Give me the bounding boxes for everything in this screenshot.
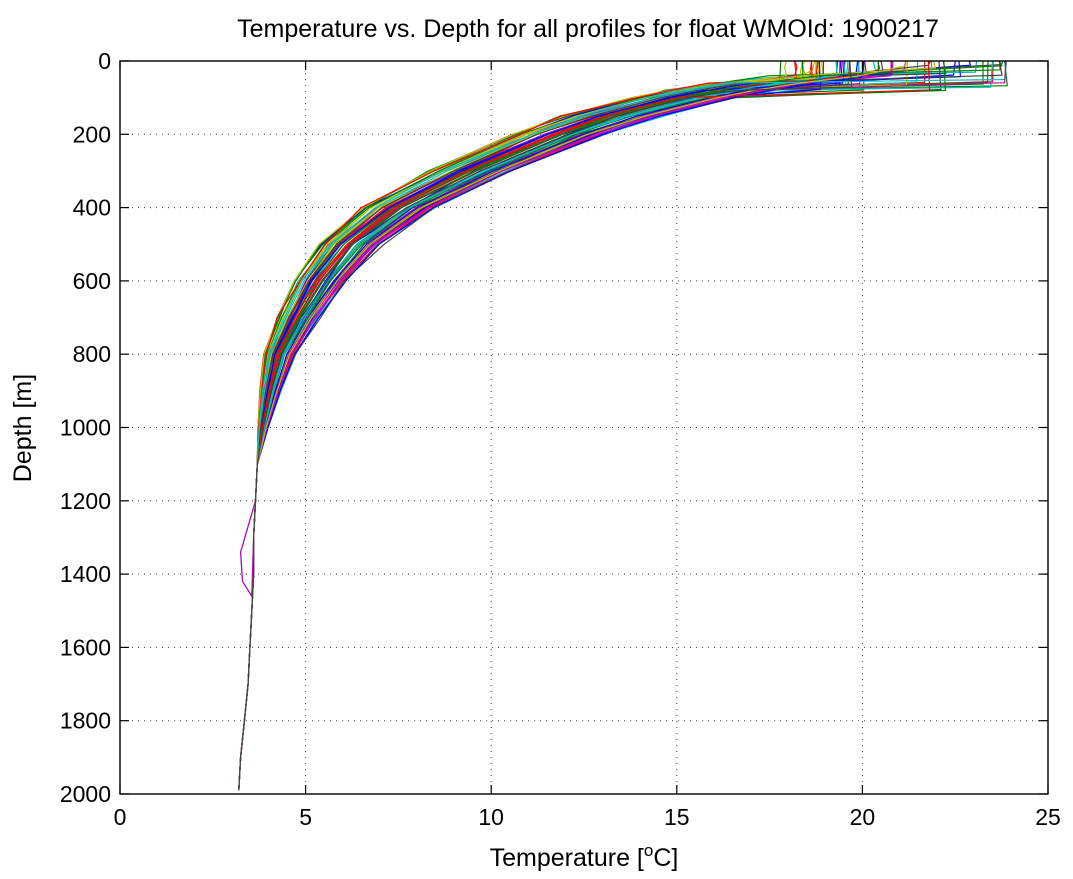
profile-line <box>238 60 818 791</box>
profile-line <box>238 60 864 791</box>
profile-line <box>238 60 820 791</box>
profile-line <box>238 60 825 791</box>
chart-title: Temperature vs. Depth for all profiles f… <box>237 15 939 43</box>
profile-line <box>238 60 867 791</box>
profile-line <box>238 60 822 791</box>
y-axis-label: Depth [m] <box>9 374 37 482</box>
profile-lines <box>238 60 1008 791</box>
profile-line <box>238 60 877 791</box>
x-tick-label: 5 <box>299 804 312 830</box>
profile-line <box>238 60 919 791</box>
profile-line <box>238 60 843 791</box>
profile-line <box>238 60 942 791</box>
profile-line <box>238 60 926 791</box>
profile-line <box>238 60 798 791</box>
profile-line <box>238 60 804 791</box>
profile-line <box>238 60 841 791</box>
profile-line <box>238 60 885 791</box>
profile-line <box>238 60 838 791</box>
profile-line <box>238 60 931 791</box>
y-tick-label: 0 <box>98 48 111 74</box>
y-tick-label: 1000 <box>60 415 111 441</box>
x-tick-label: 10 <box>478 804 504 830</box>
profile-line <box>238 60 881 791</box>
profile-line <box>238 60 1007 791</box>
y-tick-label: 1400 <box>60 561 111 587</box>
profile-line <box>238 60 962 791</box>
profile-line <box>238 61 892 791</box>
axis-ticks <box>119 60 1049 795</box>
y-tick-label: 1200 <box>60 488 111 514</box>
profile-line <box>238 60 849 791</box>
profile-line <box>238 60 820 791</box>
profile-line <box>238 60 956 791</box>
y-tick-labels: 0 200 400 600 800 1000 1200 1400 1600 1800 2000 <box>60 48 111 807</box>
profile-line <box>238 60 1008 791</box>
profile-line <box>238 60 865 791</box>
profile-line <box>238 60 859 791</box>
profile-line <box>238 60 907 791</box>
profile-line <box>238 60 851 791</box>
grid-lines <box>120 61 1048 794</box>
y-tick-label: 1600 <box>60 634 111 660</box>
x-tick-labels: 0 5 10 15 20 25 <box>114 804 1061 830</box>
profile-line <box>238 60 907 791</box>
profile-line <box>238 60 947 791</box>
profile-line <box>238 60 892 791</box>
x-tick-label: 20 <box>850 804 876 830</box>
profile-line <box>238 60 1004 791</box>
y-tick-label: 800 <box>73 341 111 367</box>
profile-line <box>238 60 825 791</box>
x-axis-label-superscript: o <box>644 841 653 860</box>
profile-line <box>238 60 937 791</box>
y-tick-label: 200 <box>73 121 111 147</box>
profile-line <box>238 60 984 791</box>
profile-line <box>238 60 989 791</box>
profile-line <box>238 60 846 791</box>
y-tick-label: 1800 <box>60 708 111 734</box>
x-tick-label: 15 <box>664 804 690 830</box>
profile-line <box>238 60 909 791</box>
profile-line <box>238 60 947 791</box>
profile-line <box>238 60 994 791</box>
profile-line <box>238 60 894 791</box>
profile-line <box>238 60 972 791</box>
profile-line <box>238 60 865 791</box>
profile-line <box>238 60 1003 791</box>
profile-line <box>238 60 816 791</box>
profile-line <box>238 60 1008 791</box>
profile-line <box>238 60 812 791</box>
profile-line <box>238 60 813 791</box>
x-tick-label: 25 <box>1035 804 1061 830</box>
x-axis-label: Temperature [oC] <box>490 841 679 872</box>
profile-line <box>238 60 931 791</box>
profile-line <box>238 60 1001 791</box>
profile-line <box>238 60 798 791</box>
profile-line <box>238 60 880 791</box>
profile-line <box>238 60 994 791</box>
profile-line <box>238 60 860 791</box>
profile-line <box>238 60 846 791</box>
profile-line <box>238 60 847 791</box>
profile-line <box>238 60 817 791</box>
profile-line <box>238 60 819 791</box>
profile-line <box>238 60 861 791</box>
profile-line <box>238 60 838 791</box>
profile-line <box>238 60 1003 791</box>
profile-line <box>238 60 933 791</box>
profile-line <box>238 60 845 791</box>
y-tick-label: 400 <box>73 195 111 221</box>
profile-line <box>238 60 853 791</box>
y-tick-label: 2000 <box>60 781 111 807</box>
profile-line <box>238 60 804 791</box>
y-tick-label: 600 <box>73 268 111 294</box>
profile-line <box>238 60 978 791</box>
x-tick-label: 0 <box>114 804 127 830</box>
profile-line <box>238 60 806 791</box>
